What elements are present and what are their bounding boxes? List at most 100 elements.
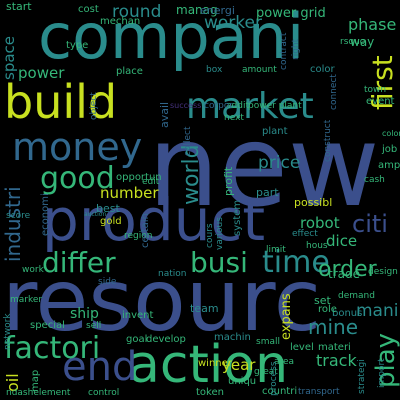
word-world: world [179,144,204,205]
word-track: track [316,351,357,370]
word-amp: amp [378,160,400,171]
word-differ: differ [42,246,116,279]
word-connect: connect [329,74,339,110]
word-coloni: coloni [382,129,400,138]
word-power-plant: power plant [248,101,302,111]
word-cost: cost [78,4,99,15]
word-mine: mine [308,315,358,339]
word-citi: citi [352,210,388,238]
word-control: control [88,388,119,398]
word-resourc: resourc [2,251,321,351]
word-job: job [381,144,397,155]
word-energi: energi [200,4,235,17]
word-role: role [318,304,337,315]
word-industri: industri [1,186,25,262]
word-bonus: bonus [332,308,362,319]
word-ndashelement: ndashelement [6,388,71,398]
word-region: region [124,231,152,241]
word-construct: construct [323,119,333,162]
word-part: part [256,186,279,199]
word-winner: winner [198,358,233,369]
word-type: type [66,40,88,51]
word-cours: cours [205,223,215,248]
word-manag: manag [176,3,218,17]
word-map: map [30,370,41,392]
word-small: small [256,337,280,347]
word-next: next [224,113,244,123]
word-goal: goal [126,334,147,345]
word-dice: dice [326,232,357,250]
word-process: process [269,361,279,396]
word-best: best [96,202,120,215]
word-import: import [377,358,387,388]
word-event: event [366,96,395,107]
word-price: price [258,153,300,173]
word-team: team [190,302,219,315]
word-product: product [42,186,265,254]
word-expans: expans [279,293,294,340]
word-town: town [364,85,386,95]
word-network: network [3,313,13,350]
word-worker: worker [204,13,262,33]
word-number: number [100,184,159,202]
word-auction: auction [84,211,106,218]
word-robot: robot [300,214,340,232]
word-first: first [366,55,399,110]
word-sell: sell [86,321,101,331]
word-power: power [18,64,65,82]
word-action: action [128,335,288,395]
word-factori: factori [4,331,100,366]
word-countri: countri [262,386,297,397]
word-time: time [262,245,330,280]
word-money: money [12,125,142,169]
word-oil: oil [3,373,22,392]
word-contract: contract [279,32,289,70]
word-year: year [222,356,256,374]
word-strategi: strategi [357,359,367,394]
word-build: build [4,75,117,129]
word-avail: avail [158,102,171,128]
word-compani: compani [38,0,304,73]
word-success: success [170,101,201,110]
word-way: way [350,35,374,49]
word-place: place [116,66,143,77]
word-system: system [232,200,243,236]
word-addit: addit [226,101,249,111]
word-great: great [254,367,278,377]
word-materi: materi [318,342,351,353]
word-mechan: mechan [100,16,140,27]
word-play: play [371,333,400,388]
word-opportun: opportun [116,172,162,183]
word-special: special [30,320,65,331]
word-phase: phase [348,15,396,34]
word-work: work [22,265,45,275]
word-market: market [186,86,314,127]
word-color: color [310,64,336,75]
word-edit: edit [142,177,160,187]
word-token: token [196,387,224,398]
word-ship: ship [70,306,99,322]
word-new: new [148,102,380,232]
word-order: order [318,257,378,282]
word-busi: busi [190,246,248,279]
word-demand: demand [338,291,375,301]
word-various: various [215,217,225,250]
word-right: right [291,38,301,60]
word-collect: collect [183,126,193,156]
word-nation: nation [158,269,186,279]
word-economi: economi [40,193,51,236]
word-amount: amount [242,65,277,75]
word-round: round [112,2,161,22]
word-corpor: corpor [204,101,233,111]
word-machin: machin [214,332,251,343]
word-set: set [314,294,331,307]
word-area: area [274,357,294,367]
word-design: design [368,267,398,277]
word-good: good [40,161,115,196]
word-power-grid: power grid [256,6,326,21]
word-trade: trade [328,267,360,281]
word-side: side [98,277,117,287]
word-box: box [206,65,223,75]
word-marker: marker [10,295,42,305]
